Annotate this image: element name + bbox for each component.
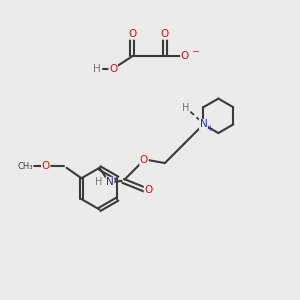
- Text: O: O: [42, 161, 50, 171]
- Text: H: H: [95, 177, 102, 188]
- Text: O: O: [128, 29, 136, 39]
- Text: −: −: [191, 46, 198, 56]
- Text: +: +: [206, 124, 213, 134]
- Text: H: H: [93, 64, 101, 74]
- Text: O: O: [161, 29, 169, 39]
- Text: O: O: [109, 64, 117, 74]
- Text: O: O: [181, 51, 189, 62]
- Text: H: H: [182, 103, 189, 113]
- Text: O: O: [140, 155, 148, 165]
- Text: O: O: [144, 185, 153, 195]
- Text: N: N: [200, 119, 207, 129]
- Text: N: N: [106, 177, 114, 188]
- Text: CH₃: CH₃: [17, 162, 33, 171]
